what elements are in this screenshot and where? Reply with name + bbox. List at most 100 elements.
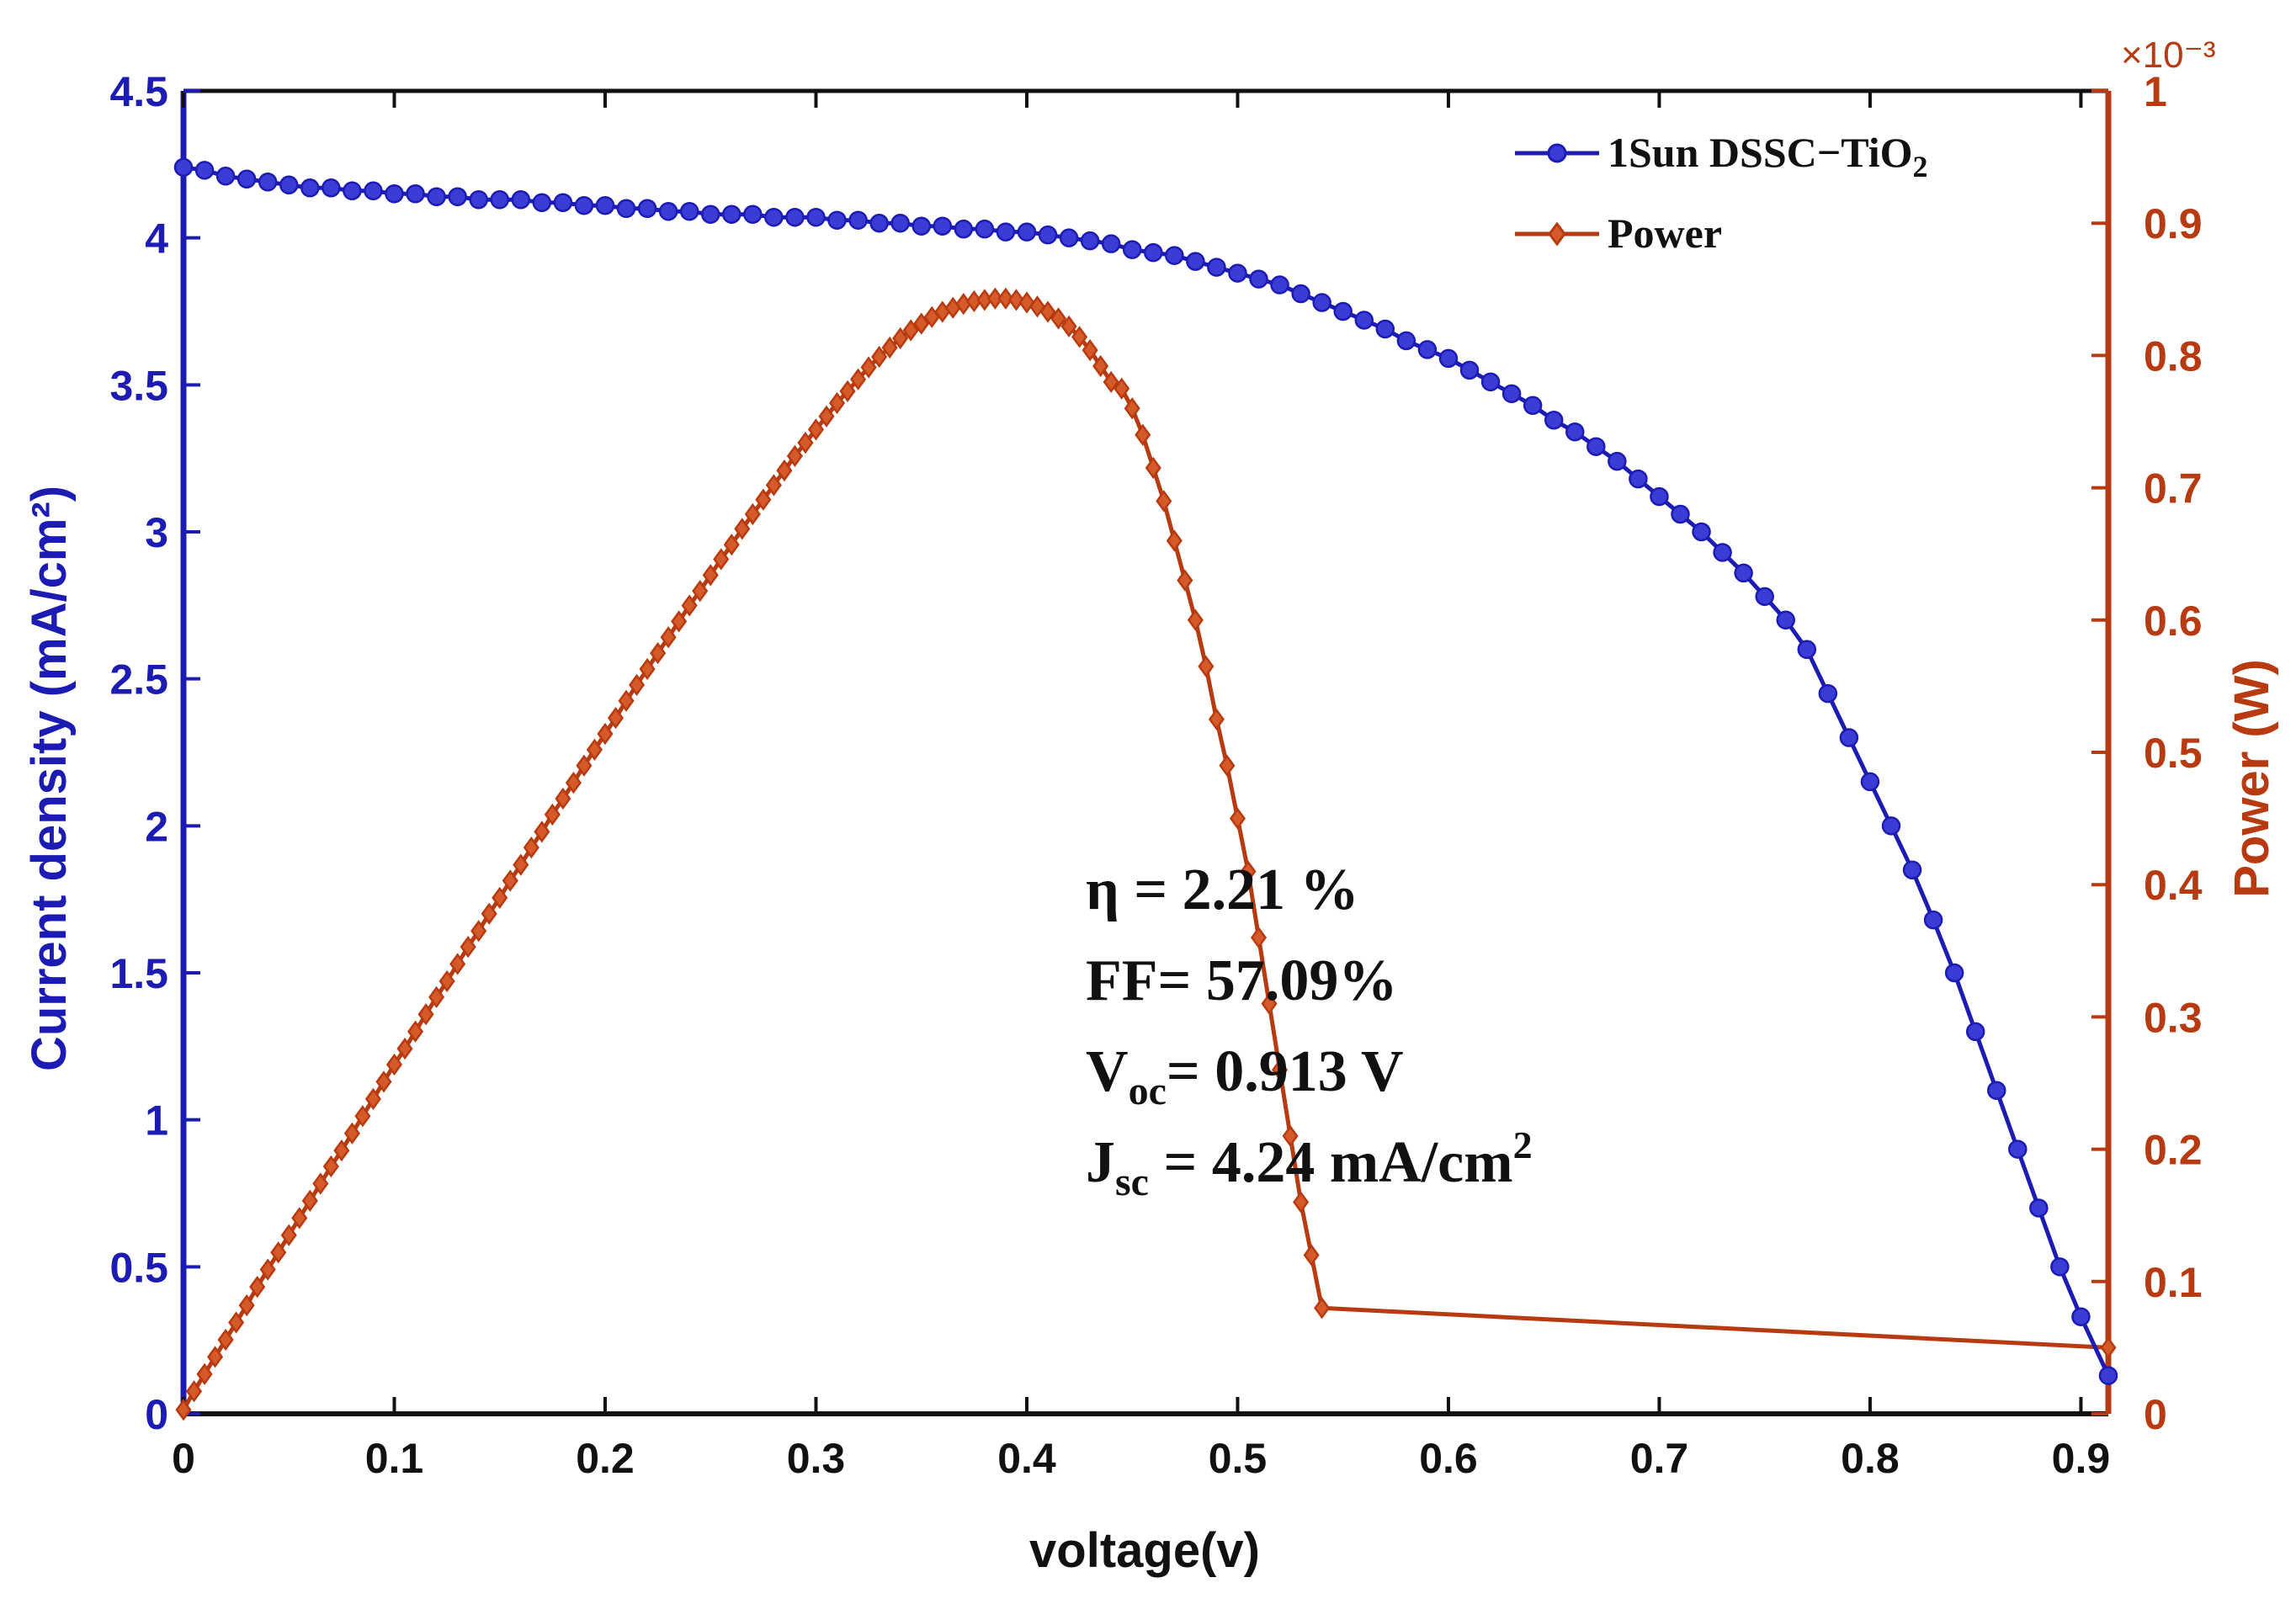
current-density-data-point xyxy=(848,210,868,230)
current-density-data-point xyxy=(1839,728,1859,747)
current-density-data-point xyxy=(658,201,678,221)
power-data-point xyxy=(892,327,909,350)
power-data-point xyxy=(449,953,466,975)
power-data-point xyxy=(322,1155,339,1178)
power-data-point xyxy=(618,689,635,712)
power-data-point xyxy=(850,368,867,390)
power-data-point xyxy=(301,1189,318,1213)
power-data-point xyxy=(692,580,709,603)
annotation-voc-symbol: V xyxy=(1086,1039,1129,1104)
annotation-voc: Voc= 0.913 V xyxy=(1086,1039,1404,1113)
power-data-point xyxy=(333,1139,350,1162)
current-density-data-point xyxy=(1608,451,1627,471)
current-density-data-point xyxy=(595,195,615,215)
current-density-data-point xyxy=(890,213,910,233)
power-data-point xyxy=(1219,754,1236,777)
power-data-point xyxy=(407,1020,424,1043)
current-density-data-point xyxy=(1249,269,1268,289)
power-data-point xyxy=(1050,307,1067,330)
current-density-data-point xyxy=(490,190,509,210)
current-density-data-point xyxy=(2071,1307,2091,1326)
current-density-data-point xyxy=(1354,311,1374,330)
current-density-data-point xyxy=(279,175,299,195)
current-density-data-point xyxy=(1375,319,1395,339)
current-density-data-point xyxy=(1755,587,1774,607)
legend-text-series-1: 1Sun DSSC−TiO xyxy=(1608,129,1912,176)
power-data-point xyxy=(481,902,497,925)
y-left-tick-label: 0.5 xyxy=(109,1244,168,1291)
current-density-data-point xyxy=(300,178,320,198)
power-data-point xyxy=(1092,354,1109,378)
power-data-point xyxy=(375,1070,392,1093)
power-data-point xyxy=(1229,807,1246,830)
power-data-point xyxy=(776,459,793,482)
power-data-point xyxy=(586,738,603,761)
y-left-tick-label: 2.5 xyxy=(109,656,168,704)
power-data-point xyxy=(1240,860,1257,883)
current-density-data-point xyxy=(1776,610,1795,630)
power-data-point xyxy=(755,488,772,511)
current-density-data-point xyxy=(427,187,446,207)
y-left-tick-label: 3.5 xyxy=(109,362,168,409)
annotation-jsc-symbol: J xyxy=(1086,1130,1115,1195)
current-density-data-point xyxy=(1986,1081,2006,1100)
power-data-point xyxy=(744,502,761,526)
current-density-data-point xyxy=(679,201,699,221)
legend-marker-series-1 xyxy=(1547,143,1567,163)
power-data-point xyxy=(1187,608,1204,631)
legend: 1Sun DSSC−TiO2 Power xyxy=(1515,129,1927,257)
power-data-point xyxy=(185,1380,203,1403)
current-density-data-point xyxy=(1144,242,1163,263)
power-data-point xyxy=(280,1224,297,1246)
power-data-point xyxy=(492,886,508,910)
current-density-data-point xyxy=(1165,246,1184,265)
x-tick-label: 0.4 xyxy=(997,1435,1056,1482)
current-density-data-point xyxy=(2050,1257,2070,1277)
y-left-tick-label: 1 xyxy=(145,1097,168,1145)
power-data-point xyxy=(1071,326,1088,348)
current-density-data-point xyxy=(1038,225,1058,245)
power-data-point xyxy=(786,444,803,467)
power-data-point xyxy=(839,380,856,402)
current-density-data-point xyxy=(785,207,805,227)
current-density-data-point xyxy=(1544,411,1564,430)
power-data-point xyxy=(913,312,930,335)
current-density-data-point xyxy=(532,193,552,212)
current-density-data-point xyxy=(1671,504,1690,524)
power-data-point xyxy=(681,594,698,617)
annotation-efficiency: η = 2.21 % xyxy=(1086,858,1359,922)
power-data-point xyxy=(1250,926,1268,949)
current-density-data-point xyxy=(553,193,573,212)
power-data-point xyxy=(417,1003,434,1026)
current-density-data-point xyxy=(806,207,826,227)
current-density-data-point xyxy=(1923,910,1943,930)
x-tick-label: 0.2 xyxy=(576,1435,635,1482)
current-density-data-point xyxy=(2098,1366,2118,1385)
power-data-point xyxy=(428,985,445,1008)
current-density-data-point xyxy=(1059,228,1079,247)
y-right-tick-label: 0.4 xyxy=(2144,862,2203,909)
current-density-data-point xyxy=(237,169,257,189)
power-data-point xyxy=(1314,1297,1331,1320)
current-density-data-point xyxy=(1650,486,1669,507)
current-density-data-point xyxy=(722,204,741,224)
power-data-point xyxy=(217,1328,234,1352)
current-density-data-point xyxy=(1438,348,1459,369)
power-data-point xyxy=(343,1122,360,1145)
y-left-tick-label: 4 xyxy=(145,215,168,263)
power-data-point xyxy=(1177,569,1193,592)
current-density-data-point xyxy=(954,219,974,239)
current-density-data-point xyxy=(258,173,278,192)
power-data-point xyxy=(1272,1059,1289,1081)
current-density-data-point xyxy=(1480,372,1501,392)
current-density-data-point xyxy=(1881,816,1901,836)
current-density-data-point xyxy=(975,219,995,239)
power-data-point xyxy=(438,969,455,993)
y-left-tick-label: 2 xyxy=(145,803,168,850)
power-data-point xyxy=(291,1207,308,1230)
current-density-data-point xyxy=(1312,293,1331,312)
current-density-data-point xyxy=(1396,331,1416,351)
current-density-data-point xyxy=(1017,222,1037,242)
